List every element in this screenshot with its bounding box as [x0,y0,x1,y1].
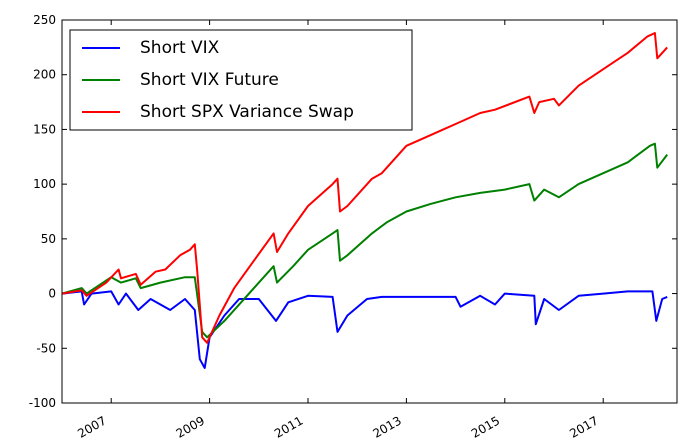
series-line [61,290,668,369]
x-tick-label: 2013 [370,413,403,440]
x-tick-label: 2015 [469,413,502,440]
y-tick-label: -100 [29,396,56,410]
series-line [61,142,668,339]
legend-label: Short SPX Variance Swap [140,102,354,122]
legend-label: Short VIX Future [140,70,279,90]
y-tick-label: 200 [33,68,56,82]
y-tick-label: 50 [41,232,56,246]
x-tick-label: 2011 [272,413,305,440]
y-tick-label: 250 [33,13,56,27]
y-tick-label: 100 [33,177,56,191]
y-tick-label: 0 [48,287,56,301]
y-tick-label: 150 [33,122,56,136]
x-tick-label: 2007 [75,413,108,440]
plot-frame [61,19,678,404]
x-tick-label: 2017 [567,413,600,440]
legend-label: Short VIX [140,38,220,58]
legend-box [69,29,413,131]
y-tick-label: -50 [36,341,56,355]
series-line [61,32,668,344]
x-tick-label: 2009 [174,413,207,440]
